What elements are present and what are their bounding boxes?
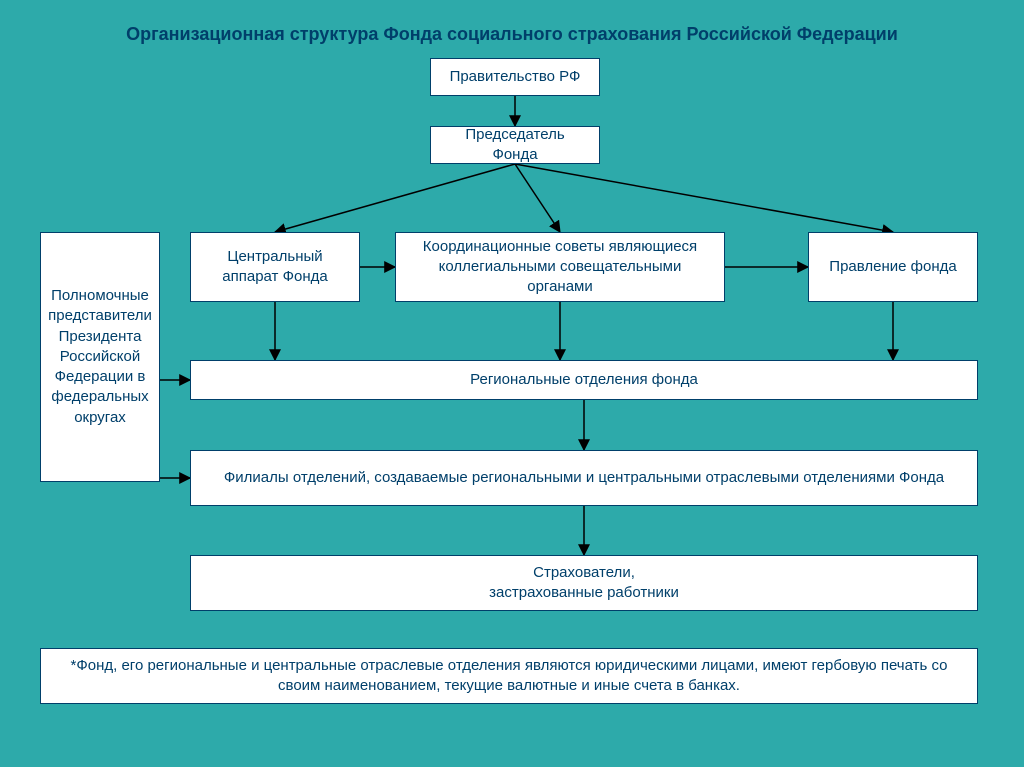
diagram-title: Организационная структура Фонда социальн… [0, 24, 1024, 45]
node-branches: Филиалы отделений, создаваемые региональ… [190, 450, 978, 506]
edge-3 [515, 164, 893, 232]
node-insured: Страхователи, застрахованные работники [190, 555, 978, 611]
edge-1 [275, 164, 515, 232]
node-regional: Региональные отделения фонда [190, 360, 978, 400]
node-board: Правление фонда [808, 232, 978, 302]
node-chairman: Председатель Фонда [430, 126, 600, 164]
node-central: Центральный аппарат Фонда [190, 232, 360, 302]
edge-2 [515, 164, 560, 232]
node-reps: Полномочные представители Президента Рос… [40, 232, 160, 482]
node-note: *Фонд, его региональные и центральные от… [40, 648, 978, 704]
node-coord: Координационные советы являющиеся коллег… [395, 232, 725, 302]
node-gov: Правительство РФ [430, 58, 600, 96]
